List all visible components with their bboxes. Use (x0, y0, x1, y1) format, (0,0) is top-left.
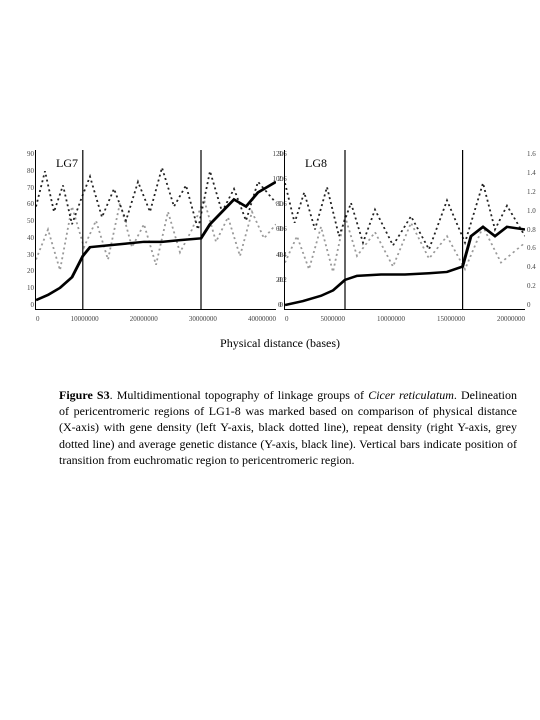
tick-label: 1.4 (527, 169, 536, 177)
tick-label: 120 (273, 150, 284, 158)
tick-label: 20 (27, 267, 34, 275)
chart-lg7-svg (36, 150, 276, 309)
tick-label: 40000000 (248, 315, 276, 323)
tick-label: 0.8 (527, 226, 536, 234)
tick-label: 60 (276, 225, 283, 233)
caption-species: Cicer reticulatum (368, 388, 454, 402)
x-ticks-lg8: 0 5000000 10000000 15000000 20000000 (285, 315, 525, 323)
chart-lg8-svg (285, 150, 525, 309)
panel-label-lg7: LG7 (54, 156, 80, 171)
series-genetic_distance (285, 227, 525, 305)
tick-label: 10 (27, 284, 34, 292)
caption-lead: Figure S3 (59, 388, 110, 402)
tick-label: 30000000 (189, 315, 217, 323)
tick-label: 1.6 (527, 150, 536, 158)
chart-lg7: LG7 9080706050403020100 3.62.61.60.60.40… (35, 150, 276, 310)
tick-label: 50 (27, 217, 34, 225)
tick-label: 0 (285, 315, 289, 323)
tick-label: 0 (527, 301, 531, 309)
tick-label: 15000000 (437, 315, 465, 323)
x-axis-label: Physical distance (bases) (35, 336, 525, 351)
tick-label: 40 (27, 234, 34, 242)
figure-container: Gene number and Genetic Distance (cM) LG… (35, 150, 525, 468)
tick-label: 1.2 (527, 188, 536, 196)
figure-caption: Figure S3. Multidimentional topography o… (35, 387, 525, 468)
tick-label: 80 (27, 167, 34, 175)
tick-label: 60 (27, 200, 34, 208)
panel-label-lg8: LG8 (303, 156, 329, 171)
tick-label: 20000000 (130, 315, 158, 323)
tick-label: 40 (276, 251, 283, 259)
caption-before: . Multidimentional topography of linkage… (110, 388, 369, 402)
tick-label: 80 (276, 200, 283, 208)
y-ticks-left-lg8: 120 100 80 60 40 20 0 (267, 150, 283, 309)
tick-label: 90 (27, 150, 34, 158)
tick-label: 20 (276, 276, 283, 284)
tick-label: 0.4 (527, 263, 536, 271)
tick-label: 10000000 (71, 315, 99, 323)
tick-label: 0.2 (527, 282, 536, 290)
tick-label: 0 (36, 315, 40, 323)
tick-label: 5000000 (321, 315, 346, 323)
series-genetic_distance (36, 182, 276, 300)
tick-label: 100 (273, 175, 284, 183)
x-ticks-lg7: 0 10000000 20000000 30000000 40000000 (36, 315, 276, 323)
series-repeat_density (285, 216, 525, 272)
tick-label: 70 (27, 184, 34, 192)
tick-label: 30 (27, 251, 34, 259)
tick-label: 0.6 (527, 244, 536, 252)
y-ticks-right-lg8: 1.6 1.4 1.2 1.0 0.8 0.6 0.4 0.2 0 (527, 150, 540, 309)
tick-label: 20000000 (497, 315, 525, 323)
y-ticks-left-lg7: 90 80 70 60 50 40 30 20 10 0 (18, 150, 34, 309)
tick-label: 0 (280, 301, 284, 309)
charts-row: Gene number and Genetic Distance (cM) LG… (35, 150, 525, 310)
tick-label: 1.0 (527, 207, 536, 215)
series-gene_density (36, 168, 276, 230)
series-repeat_density (36, 199, 276, 270)
chart-lg8: LG8 120100806040200 1.61.41.21.00.80.60.… (284, 150, 525, 310)
tick-label: 10000000 (377, 315, 405, 323)
tick-label: 0 (31, 301, 35, 309)
